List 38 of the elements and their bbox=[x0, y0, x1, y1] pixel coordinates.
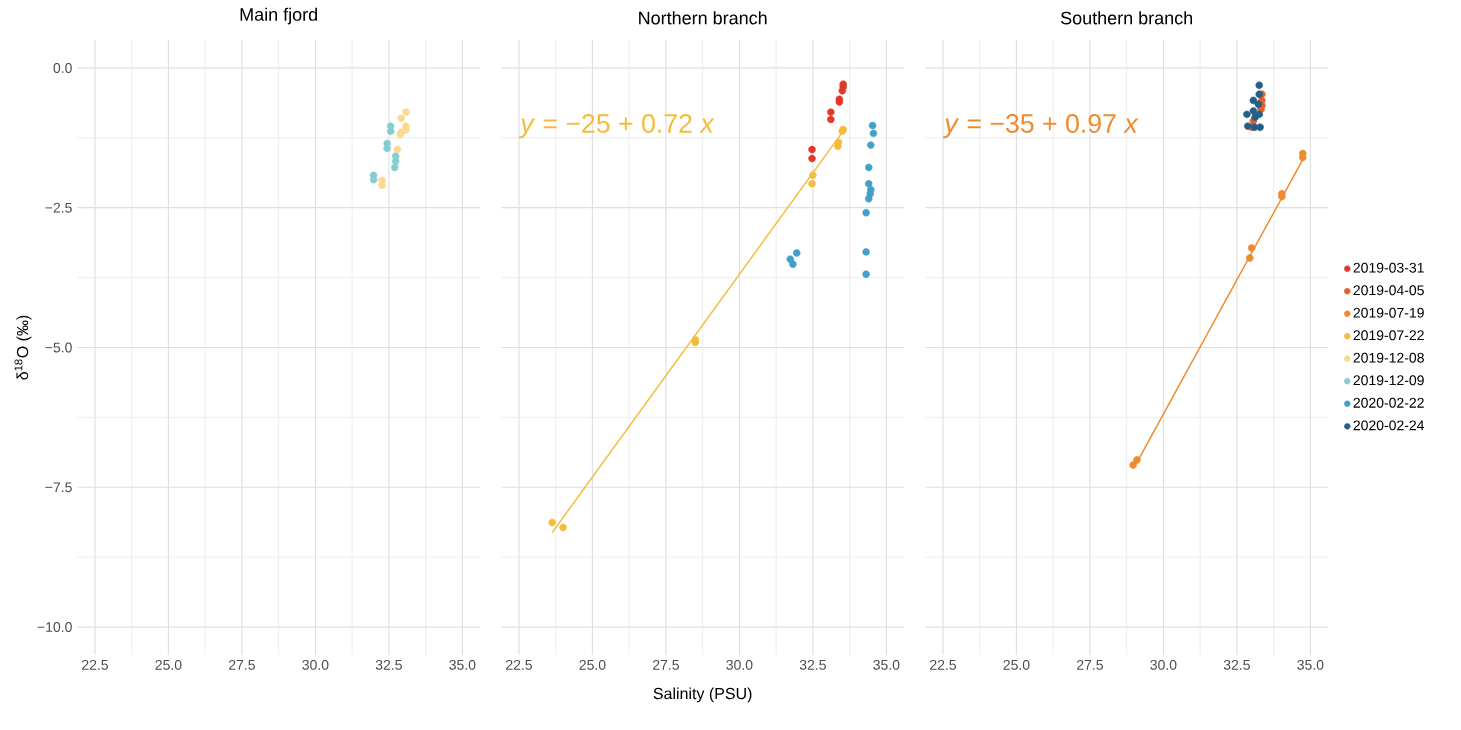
x-axis-title: Salinity (PSU) bbox=[653, 687, 752, 703]
x-tick-label: 32.5 bbox=[1223, 659, 1250, 670]
x-tick-label: 22.5 bbox=[506, 659, 533, 670]
legend-label: 2019-07-22 bbox=[1353, 330, 1424, 341]
y-tick-label: −5.0 bbox=[45, 342, 72, 353]
x-tick-label: 27.5 bbox=[1077, 659, 1103, 670]
x-tick-label: 30.0 bbox=[1150, 659, 1177, 670]
x-tick-label: 30.0 bbox=[726, 659, 753, 670]
x-tick-label: 30.0 bbox=[302, 659, 329, 670]
x-tick-label: 25.0 bbox=[1003, 659, 1030, 670]
x-tick-label: 35.0 bbox=[1297, 659, 1324, 670]
legend-label: 2019-04-05 bbox=[1353, 285, 1424, 296]
x-tick-label: 22.5 bbox=[82, 659, 109, 670]
x-tick-label: 25.0 bbox=[155, 659, 182, 670]
legend-label: 2019-07-19 bbox=[1353, 307, 1424, 318]
x-tick-label: 25.0 bbox=[579, 659, 606, 670]
x-tick-label: 32.5 bbox=[799, 659, 826, 670]
chart-title: Main fjord bbox=[240, 7, 317, 25]
x-tick-label: 27.5 bbox=[653, 659, 679, 670]
x-tick-label: 27.5 bbox=[229, 659, 255, 670]
y-axis-title: δ$^{18}$O (‰) bbox=[14, 315, 32, 380]
legend-label: 2020-02-22 bbox=[1353, 397, 1424, 408]
x-tick-label: 35.0 bbox=[873, 659, 900, 670]
y-tick-label: −7.5 bbox=[45, 482, 72, 493]
legend-label: 2019-12-08 bbox=[1353, 352, 1424, 363]
y-tick-label: 0.0 bbox=[53, 63, 72, 73]
x-tick-label: 22.5 bbox=[930, 659, 957, 670]
legend-label: 2020-02-24 bbox=[1353, 420, 1425, 431]
annotation: y = −25 + 0.72 x bbox=[518, 114, 715, 139]
x-tick-label: 35.0 bbox=[449, 659, 476, 670]
x-tick-label: 32.5 bbox=[375, 659, 402, 670]
y-tick-label: −10.0 bbox=[37, 622, 72, 633]
chart-title: Northern branch bbox=[639, 11, 767, 25]
legend-label: 2019-03-31 bbox=[1353, 262, 1424, 273]
annotation: y = −35 + 0.97 x bbox=[942, 114, 1139, 139]
chart-title: Southern branch bbox=[1060, 11, 1193, 25]
legend-label: 2019-12-09 bbox=[1353, 375, 1424, 386]
y-tick-label: −2.5 bbox=[45, 202, 72, 213]
